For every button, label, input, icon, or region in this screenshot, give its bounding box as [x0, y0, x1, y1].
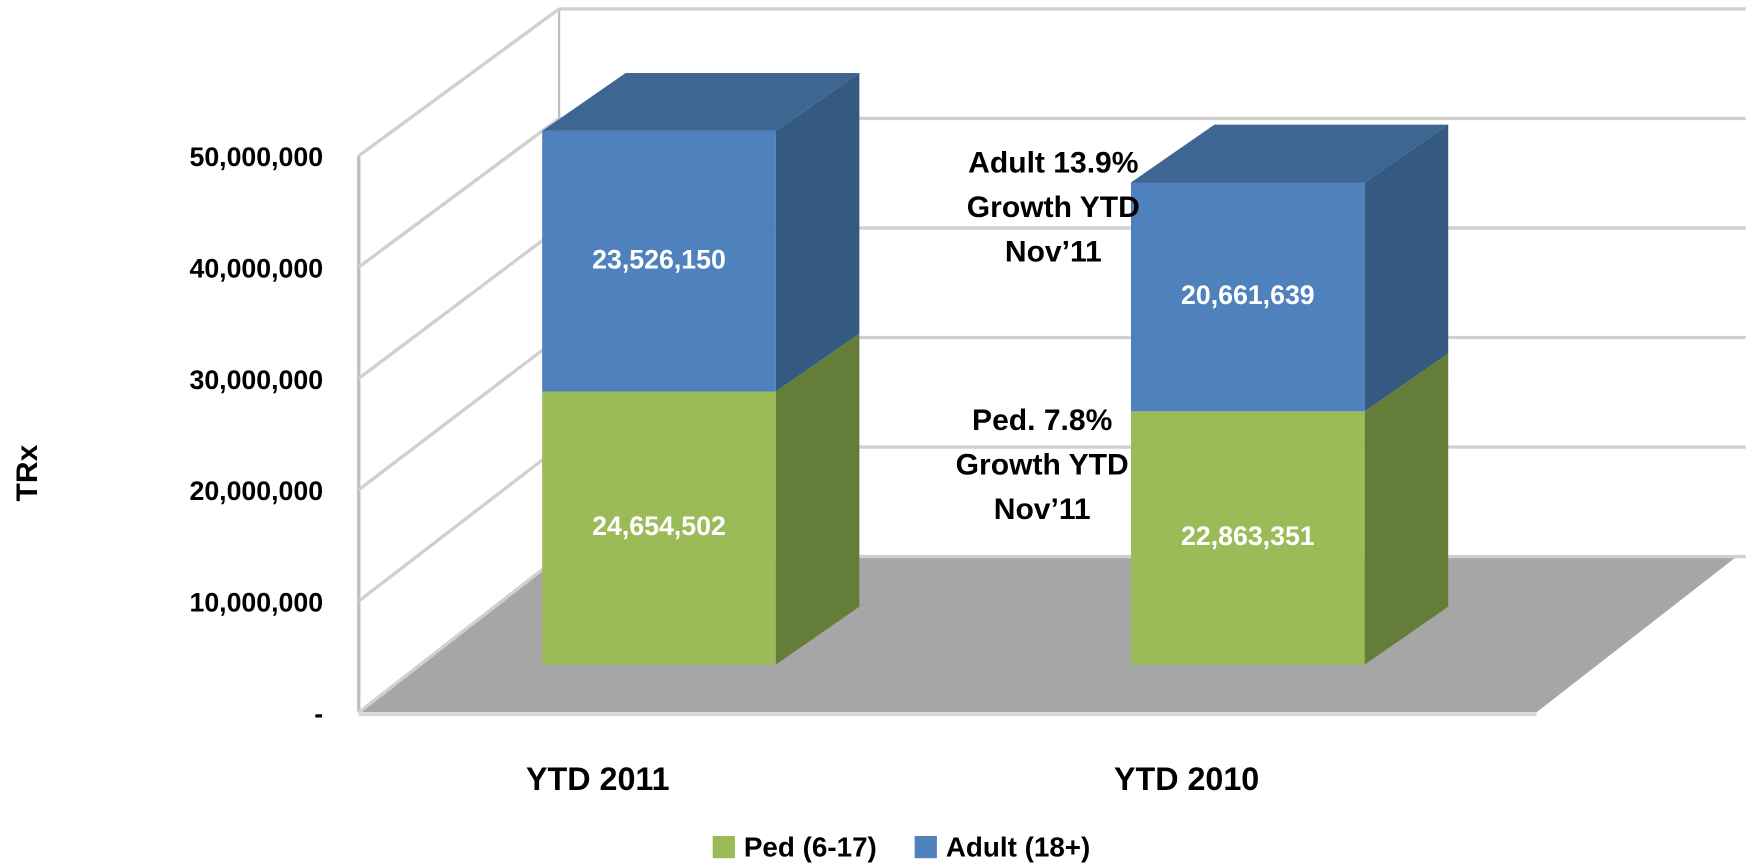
annotation: Adult 13.9% — [968, 147, 1138, 180]
annotation: Nov’11 — [994, 493, 1091, 526]
y-tick-label: - — [314, 699, 323, 729]
y-tick-label: 30,000,000 — [189, 365, 323, 395]
bar-side — [1364, 353, 1449, 665]
x-tick-label: YTD 2011 — [526, 761, 670, 797]
bar-side — [1364, 124, 1449, 412]
y-tick-label: 10,000,000 — [189, 587, 323, 617]
bar-side — [775, 333, 860, 665]
legend-label: Ped (6-17) — [744, 832, 877, 863]
y-tick-label: 50,000,000 — [189, 142, 323, 172]
x-tick-label: YTD 2010 — [1114, 761, 1259, 797]
grid-line — [357, 555, 561, 714]
grid-line — [357, 336, 561, 492]
grid-line — [357, 117, 561, 269]
value-label: 22,863,351 — [1181, 521, 1315, 551]
bar-front — [1130, 411, 1365, 665]
bar-front — [1130, 182, 1365, 412]
legend-swatch — [914, 835, 937, 859]
bar-side — [775, 73, 860, 392]
annotation: Ped. 7.8% — [972, 404, 1112, 437]
value-label: 20,661,639 — [1181, 280, 1315, 310]
y-axis-label: TRx — [11, 444, 44, 501]
grid-line — [357, 226, 561, 380]
bar-front — [542, 391, 776, 665]
grid-line — [357, 7, 561, 158]
bar-top — [542, 73, 860, 131]
grid-line — [357, 445, 561, 603]
annotation: Nov’11 — [1005, 236, 1102, 269]
annotation: Growth YTD — [956, 448, 1129, 481]
bar-front — [542, 130, 776, 392]
y-tick-label: 20,000,000 — [189, 476, 323, 506]
legend-swatch — [712, 835, 735, 859]
value-label: 24,654,502 — [592, 511, 726, 541]
annotation: Growth YTD — [967, 191, 1140, 224]
y-tick-label: 40,000,000 — [189, 254, 323, 284]
value-label: 23,526,150 — [592, 244, 726, 274]
legend-label: Adult (18+) — [946, 832, 1090, 863]
bar-top — [1130, 124, 1449, 183]
